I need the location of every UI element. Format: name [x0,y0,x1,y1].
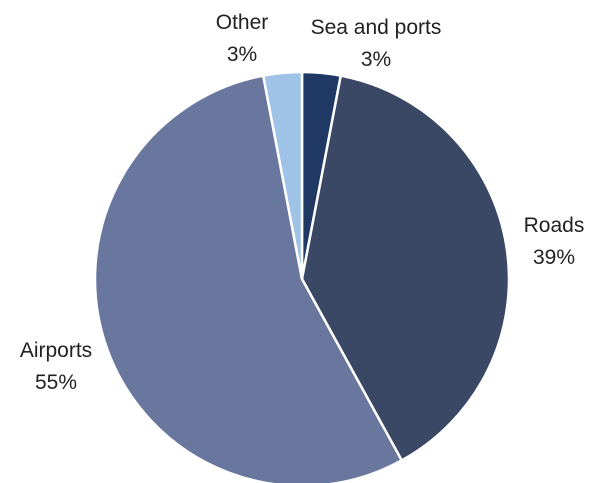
pie-slice-roads [300,74,511,462]
slice-label-airports-value: 55% [35,371,77,394]
slice-label-roads-name: Roads [524,214,585,237]
slice-label-other-name: Other [216,11,269,34]
slice-label-other-value: 3% [227,43,257,66]
slice-label-sea-and-ports-name: Sea and ports [311,16,442,39]
pie-slices [93,70,511,483]
pie-slice-other [261,70,304,281]
slice-label-sea-and-ports-value: 3% [361,48,391,71]
pie-slice-airports [93,74,403,483]
slice-label-roads-value: 39% [533,246,575,269]
slice-label-airports-name: Airports [20,339,92,362]
